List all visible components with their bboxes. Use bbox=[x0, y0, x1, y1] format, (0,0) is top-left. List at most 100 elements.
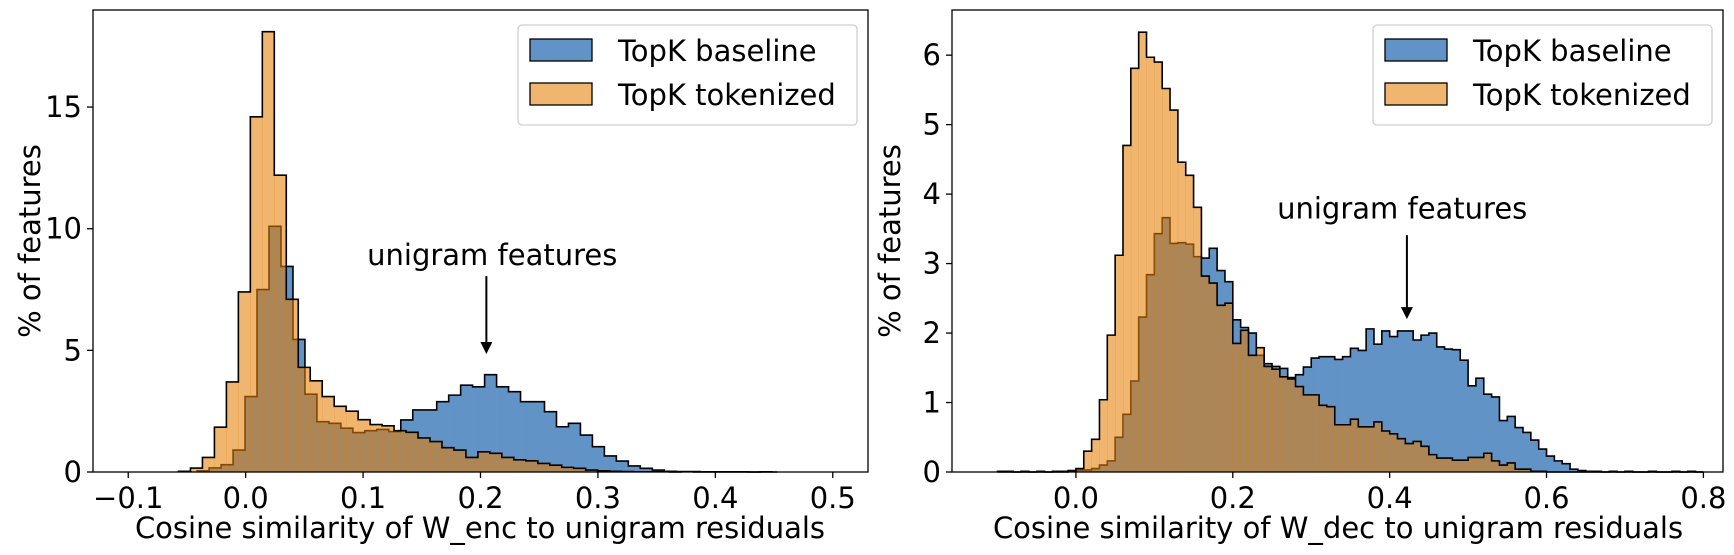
histogram-bar bbox=[1381, 330, 1390, 472]
histogram-bar bbox=[489, 453, 503, 472]
histogram-bar bbox=[1436, 458, 1445, 472]
histogram-bar bbox=[1373, 421, 1383, 472]
histogram-bar bbox=[1570, 469, 1579, 472]
histogram-bar bbox=[1373, 344, 1383, 472]
x-tick-label: 0.5 bbox=[810, 481, 856, 515]
histogram-bar bbox=[1091, 439, 1100, 472]
histogram-bar bbox=[1319, 405, 1328, 472]
histogram-bar bbox=[1075, 468, 1085, 472]
histogram-bar bbox=[465, 457, 479, 472]
histogram-bar bbox=[1177, 162, 1187, 472]
histogram-bar bbox=[544, 411, 557, 472]
histogram-bar bbox=[1538, 449, 1547, 472]
histogram-bar bbox=[322, 396, 335, 472]
y-axis-label: % of features bbox=[13, 144, 47, 338]
histogram-bar bbox=[1350, 348, 1359, 472]
histogram-bar bbox=[1295, 386, 1304, 472]
legend-box bbox=[517, 24, 858, 126]
histogram-bar bbox=[1146, 57, 1155, 473]
x-tick-label: 0.4 bbox=[1367, 481, 1413, 515]
histogram-bar bbox=[472, 386, 485, 472]
histogram-bar bbox=[1499, 420, 1508, 472]
histogram-bar bbox=[286, 299, 299, 472]
histogram-bar bbox=[1444, 349, 1453, 472]
histogram-bar bbox=[1240, 330, 1249, 472]
histogram-bar bbox=[1130, 68, 1139, 472]
histogram-bar bbox=[1515, 427, 1524, 472]
histogram-bar bbox=[568, 423, 581, 472]
histogram-bar bbox=[370, 424, 383, 472]
histogram-bar bbox=[520, 401, 533, 472]
histogram-bar bbox=[346, 411, 359, 472]
legend-box bbox=[1372, 24, 1713, 126]
axes-frame bbox=[951, 9, 1724, 473]
histogram-bar bbox=[1342, 424, 1351, 472]
x-tick-label: 0.2 bbox=[1210, 481, 1256, 515]
histogram-bar bbox=[250, 116, 263, 473]
histogram-bar bbox=[1460, 360, 1469, 472]
x-tick-label: 0.3 bbox=[575, 481, 621, 515]
histogram-bar bbox=[496, 386, 509, 472]
histogram-bar bbox=[1452, 349, 1461, 472]
histogram-bar bbox=[274, 175, 287, 472]
histogram-bar bbox=[513, 459, 527, 472]
legend: TopK baseline TopK tokenized bbox=[1372, 24, 1713, 126]
legend-label-tokenized: TopK tokenized bbox=[617, 78, 836, 112]
y-tick-label: 2 bbox=[923, 316, 941, 350]
x-tick-label: 0.2 bbox=[457, 481, 503, 515]
histogram-bar bbox=[1170, 110, 1179, 472]
histogram-bar bbox=[1201, 276, 1210, 472]
histogram-bar bbox=[585, 470, 598, 472]
histogram-bar bbox=[1405, 330, 1414, 472]
histogram-bar bbox=[382, 425, 395, 472]
histogram-bar bbox=[1209, 283, 1218, 472]
histogram-bar bbox=[1562, 463, 1571, 472]
histogram-bar bbox=[1287, 378, 1296, 472]
histogram-bar bbox=[1138, 32, 1147, 473]
histogram-outline bbox=[997, 31, 1704, 473]
histogram-bar bbox=[532, 401, 545, 472]
histogram-bar bbox=[358, 419, 371, 472]
histogram-bar bbox=[1499, 465, 1508, 472]
histogram-bar bbox=[202, 457, 215, 472]
histogram-bar bbox=[549, 465, 563, 472]
histogram-bar bbox=[1452, 460, 1461, 472]
histogram-bar bbox=[453, 450, 467, 472]
histogram-bar bbox=[1554, 460, 1563, 472]
histogram-bar bbox=[556, 426, 569, 472]
histogram-bar bbox=[1428, 454, 1438, 472]
arrow-head-icon bbox=[1400, 307, 1413, 320]
histogram-bar bbox=[1444, 458, 1453, 472]
histogram-bar bbox=[1366, 328, 1375, 472]
series-tokenized bbox=[997, 31, 1704, 473]
x-tick-label: 0.6 bbox=[1523, 481, 1569, 515]
histogram-bar bbox=[1475, 457, 1485, 472]
histogram-bar bbox=[1342, 356, 1351, 472]
histogram-bar bbox=[537, 463, 551, 472]
histogram-bar bbox=[1397, 438, 1406, 472]
plot-area bbox=[177, 30, 778, 473]
y-tick-label: 0 bbox=[923, 455, 941, 489]
legend-label-baseline: TopK baseline bbox=[617, 34, 817, 68]
x-tick-label: 0.4 bbox=[692, 481, 738, 515]
histogram-bar bbox=[1421, 446, 1430, 472]
histogram-bar bbox=[1530, 440, 1539, 472]
histogram-bar bbox=[1107, 335, 1116, 472]
legend-label-baseline: TopK baseline bbox=[1472, 34, 1672, 68]
histogram-bar bbox=[1193, 207, 1202, 472]
legend-swatch-baseline bbox=[1384, 38, 1448, 62]
legend-swatch-baseline bbox=[529, 38, 593, 62]
histogram-bar bbox=[1217, 305, 1226, 472]
y-tick-label: 4 bbox=[923, 177, 941, 211]
histogram-bar bbox=[334, 406, 347, 472]
histogram-bar bbox=[1389, 336, 1398, 472]
histogram-bar bbox=[1468, 385, 1477, 472]
histogram-bar bbox=[1421, 335, 1430, 472]
x-axis-label: Cosine similarity of W_enc to unigram re… bbox=[135, 511, 825, 545]
histogram-bar bbox=[1358, 350, 1367, 472]
histogram-bar bbox=[1272, 369, 1281, 472]
histogram-bar bbox=[1358, 426, 1367, 472]
histogram-bar bbox=[1264, 366, 1273, 472]
y-tick-label: 10 bbox=[45, 212, 82, 246]
histogram-bar bbox=[1546, 456, 1555, 472]
